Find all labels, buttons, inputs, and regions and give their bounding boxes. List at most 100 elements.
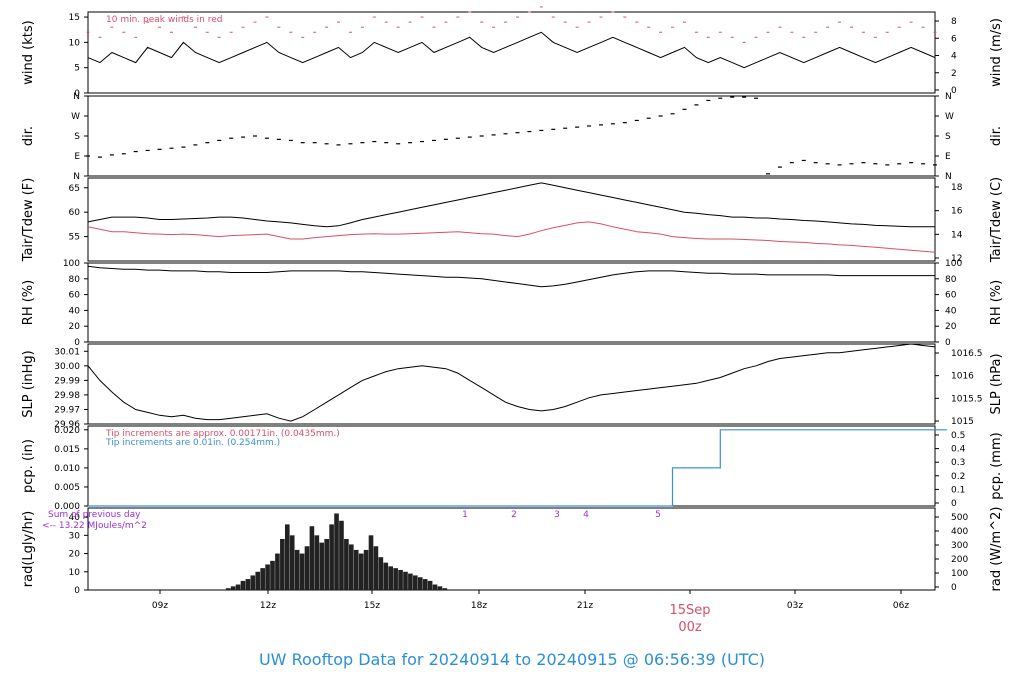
y-axis-label-left: rad(Lgly/hr): [21, 511, 36, 587]
y-tick-label-right: 0: [945, 338, 951, 348]
x-tick-label: 21z: [577, 601, 593, 611]
rad-bar: [403, 571, 408, 590]
y-tick-label-right: 8: [951, 17, 957, 27]
rad-marker-label: 2: [511, 510, 517, 520]
rad-bar: [368, 535, 374, 590]
y-tick-label: 40: [69, 513, 81, 523]
rad-marker-label: 3: [554, 510, 560, 520]
y-tick-label-right: 1016: [951, 372, 974, 382]
panel-frame: [87, 507, 936, 591]
y-tick-label: 5: [74, 64, 80, 74]
rad-bar: [383, 562, 389, 590]
x-tick-label: 15z: [364, 601, 380, 611]
y-axis-label-right: pcp. (mm): [989, 432, 1004, 499]
x-axis: 09z 12z 15z 18z 21z 03z 06z: [152, 590, 909, 611]
y-tick-label: S: [74, 132, 80, 142]
series-line: [87, 343, 936, 422]
y-tick-label: W: [71, 112, 80, 122]
y-tick-label-right: 1016.5: [951, 349, 983, 359]
rad-bar: [289, 535, 295, 590]
y-tick-label-right: 200: [951, 555, 968, 565]
rad-bar: [413, 575, 418, 590]
panel-wind: wind (kts) wind (m/s) 0 5 10 15 0 2 4 6 8 10 min. p…: [21, 6, 1004, 99]
y-axis-label-left: dir.: [21, 126, 36, 146]
y-tick-label-right: 14: [951, 230, 963, 240]
rad-bar: [344, 538, 349, 590]
rad-bar: [432, 584, 438, 590]
y-axis-label-left: Tair/Tdew (F): [21, 178, 36, 263]
rad-bar: [408, 573, 413, 590]
y-tick-label: 10: [69, 38, 81, 48]
y-tick-label-right: 4: [951, 52, 957, 62]
y-axis-label-right: wind (m/s): [989, 18, 1004, 87]
y-tick-label: 20: [69, 322, 81, 332]
y-tick-label-right: 0: [951, 86, 957, 96]
rad-bar: [265, 564, 270, 590]
rad-bar: [339, 520, 344, 590]
panel-frame: [87, 177, 936, 262]
rad-bar: [275, 553, 280, 590]
y-tick-label-right: N: [945, 92, 952, 102]
y-tick-label-right: 60: [945, 291, 957, 301]
panel-frame: [87, 11, 936, 94]
series-line: [87, 31, 936, 69]
y-tick-label-right: 0.1: [951, 485, 965, 495]
y-tick-label-right: S: [945, 132, 951, 142]
y-tick-label: 55: [69, 233, 80, 243]
rad-bar: [314, 535, 320, 590]
rad-bar: [422, 579, 428, 590]
x-tick-label: 12z: [260, 601, 276, 611]
y-tick-label: N: [73, 172, 80, 182]
rad-bar: [427, 580, 433, 590]
rad-bar: [284, 524, 290, 590]
rad-annotation-line2: <-- 13.22 MJoules/m^2: [42, 521, 147, 531]
rad-bar: [280, 538, 285, 590]
rad-bar: [230, 586, 236, 590]
date-label: 15Sep: [669, 603, 710, 618]
rad-bar: [304, 546, 310, 590]
y-tick-label-right: 2: [951, 69, 957, 79]
y-tick-label-right: 500: [951, 513, 968, 523]
y-tick-label: N: [73, 92, 80, 102]
rad-marker-label: 5: [655, 510, 661, 520]
panel-rh: RH (%) RH (%) 0 20 40 60 80 100 0 20 40 60 80 100: [21, 259, 1004, 348]
rad-bar: [437, 586, 443, 590]
rad-bar: [245, 579, 251, 590]
rad-bar: [393, 568, 398, 590]
series-line: [87, 182, 935, 228]
y-tick-label-right: 1015.5: [951, 394, 983, 404]
y-tick-label-right: W: [945, 112, 954, 122]
y-axis-label-left: SLP (inHg): [21, 350, 36, 418]
y-axis-label-right: dir.: [989, 126, 1004, 146]
y-tick-label-right: 40: [945, 306, 957, 316]
rad-bar: [324, 538, 329, 590]
rad-bar: [309, 526, 315, 590]
panel-rad: rad(Lgly/hr) rad (W/m^2)01020304001002003…: [21, 507, 1004, 596]
pcp-annotation-red: Tip increments are approx. 0.00171in. (0…: [105, 429, 340, 439]
y-tick-label: 29.99: [54, 376, 80, 386]
rad-bar: [378, 557, 384, 590]
rad-marker-label: 4: [583, 510, 589, 520]
y-tick-label-right: 18: [951, 183, 963, 193]
y-tick-label: 0.005: [54, 483, 80, 493]
rad-bar: [319, 542, 325, 590]
y-tick-label: 0: [74, 586, 80, 596]
y-tick-label-right: 100: [951, 569, 968, 579]
rad-bar: [270, 560, 275, 590]
panel-dir: dir. dir.N NE ES SW WN N: [21, 92, 1004, 182]
rad-bar: [329, 524, 334, 590]
y-tick-label-right: 0.5: [951, 431, 965, 441]
date-sublabel: 00z: [678, 620, 702, 635]
rad-bar: [363, 549, 369, 590]
y-tick-label-right: 12: [951, 254, 962, 264]
wind-annotation: 10 min. peak winds in red: [106, 15, 223, 25]
y-axis-label-left: wind (kts): [21, 20, 36, 84]
y-tick-label: 0: [74, 338, 80, 348]
y-axis-label-right: Tair/Tdew (C): [989, 177, 1004, 263]
y-tick-label: 40: [69, 306, 81, 316]
y-tick-label-right: 0: [951, 583, 957, 593]
rad-bar: [442, 588, 448, 590]
y-tick-label: 30.01: [54, 347, 80, 357]
y-tick-label: 15: [69, 13, 80, 23]
y-tick-label: 0.010: [54, 464, 80, 474]
